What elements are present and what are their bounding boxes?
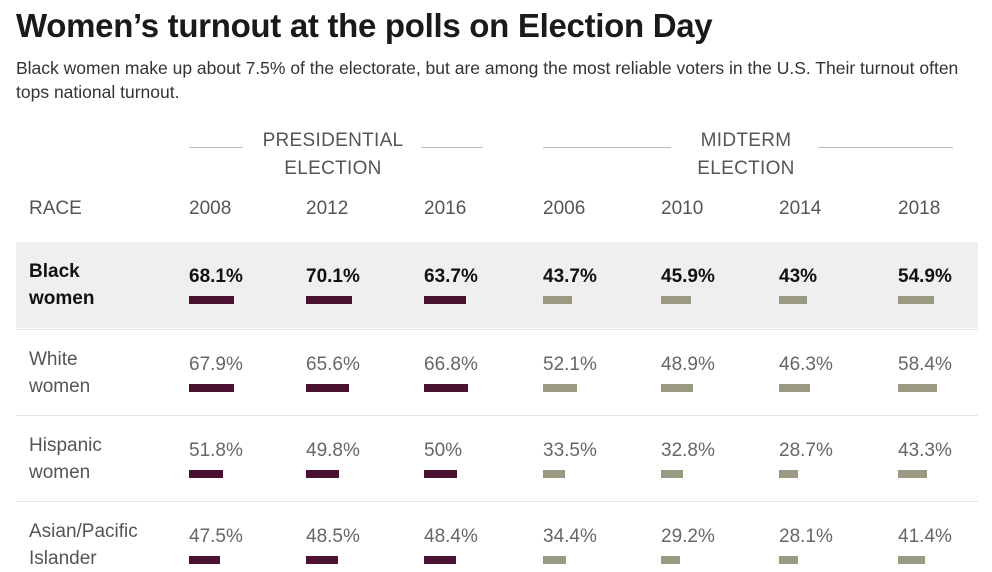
data-label: 65.6% [306,354,360,375]
race-label: Asian/Pacific Islander [29,521,138,569]
data-label: 45.9% [661,266,715,287]
data-label: 43.3% [898,440,952,461]
data-label: 49.8% [306,440,360,461]
turnout-bar [306,470,339,478]
turnout-bar [661,556,680,564]
column-header-2012: 2012 [306,198,349,219]
data-label: 51.8% [189,440,243,461]
data-label: 28.1% [779,526,833,547]
turnout-bar [189,384,234,392]
highlight-row-background [16,242,978,328]
row-divider [16,501,978,502]
data-label: 48.5% [306,526,360,547]
column-header-2014: 2014 [779,198,822,219]
turnout-bar [779,470,798,478]
turnout-bar [661,384,693,392]
data-label: 41.4% [898,526,952,547]
turnout-bar [189,296,234,304]
group-rule [189,147,243,148]
turnout-bar [306,296,352,304]
turnout-bar [898,556,925,564]
row-divider [16,415,978,416]
turnout-bar [424,384,468,392]
data-label: 47.5% [189,526,243,547]
data-label: 29.2% [661,526,715,547]
turnout-bar [543,384,577,392]
turnout-bar [661,470,683,478]
column-header-2006: 2006 [543,198,586,219]
data-label: 33.5% [543,440,597,461]
turnout-bar [189,470,223,478]
turnout-bar [424,556,456,564]
group-rule [818,147,953,148]
data-label: 46.3% [779,354,833,375]
turnout-bar [661,296,691,304]
race-label: Black women [29,261,95,309]
turnout-bar [424,470,457,478]
column-header-2008: 2008 [189,198,232,219]
turnout-bar [779,384,810,392]
data-label: 67.9% [189,354,243,375]
turnout-bar [306,556,338,564]
data-label: 28.7% [779,440,833,461]
column-header-2018: 2018 [898,198,941,219]
data-label: 63.7% [424,266,478,287]
turnout-bar [779,296,807,304]
data-label: 66.8% [424,354,478,375]
turnout-bar [306,384,349,392]
column-header-2010: 2010 [661,198,704,219]
turnout-bar [898,384,937,392]
data-label: 58.4% [898,354,952,375]
row-divider [16,329,978,330]
data-label: 70.1% [306,266,360,287]
group-rule [543,147,671,148]
data-label: 43.7% [543,266,597,287]
turnout-bar [543,296,572,304]
column-header-2016: 2016 [424,198,467,219]
turnout-bar [543,556,566,564]
group-rule [421,147,483,148]
turnout-bar [543,470,565,478]
turnout-bar [779,556,798,564]
race-label: Hispanic women [29,435,102,483]
turnout-bar [898,296,934,304]
data-label: 52.1% [543,354,597,375]
race-label: White women [29,349,91,397]
data-label: 32.8% [661,440,715,461]
turnout-bar [898,470,927,478]
row-header-label: RACE [29,198,82,219]
chart-subtitle: Black women make up about 7.5% of the el… [16,58,959,102]
group-header-presidential: PRESIDENTIAL ELECTION [262,130,404,179]
data-label: 43% [779,266,818,287]
chart-title: Women’s turnout at the polls on Election… [16,7,713,44]
turnout-bar [424,296,466,304]
data-label: 54.9% [898,266,952,287]
data-label: 68.1% [189,266,243,287]
group-header-midterm: MIDTERM ELECTION [697,130,795,179]
data-label: 48.9% [661,354,715,375]
data-label: 50% [424,440,463,461]
data-label: 48.4% [424,526,478,547]
data-label: 34.4% [543,526,597,547]
turnout-bar [189,556,220,564]
